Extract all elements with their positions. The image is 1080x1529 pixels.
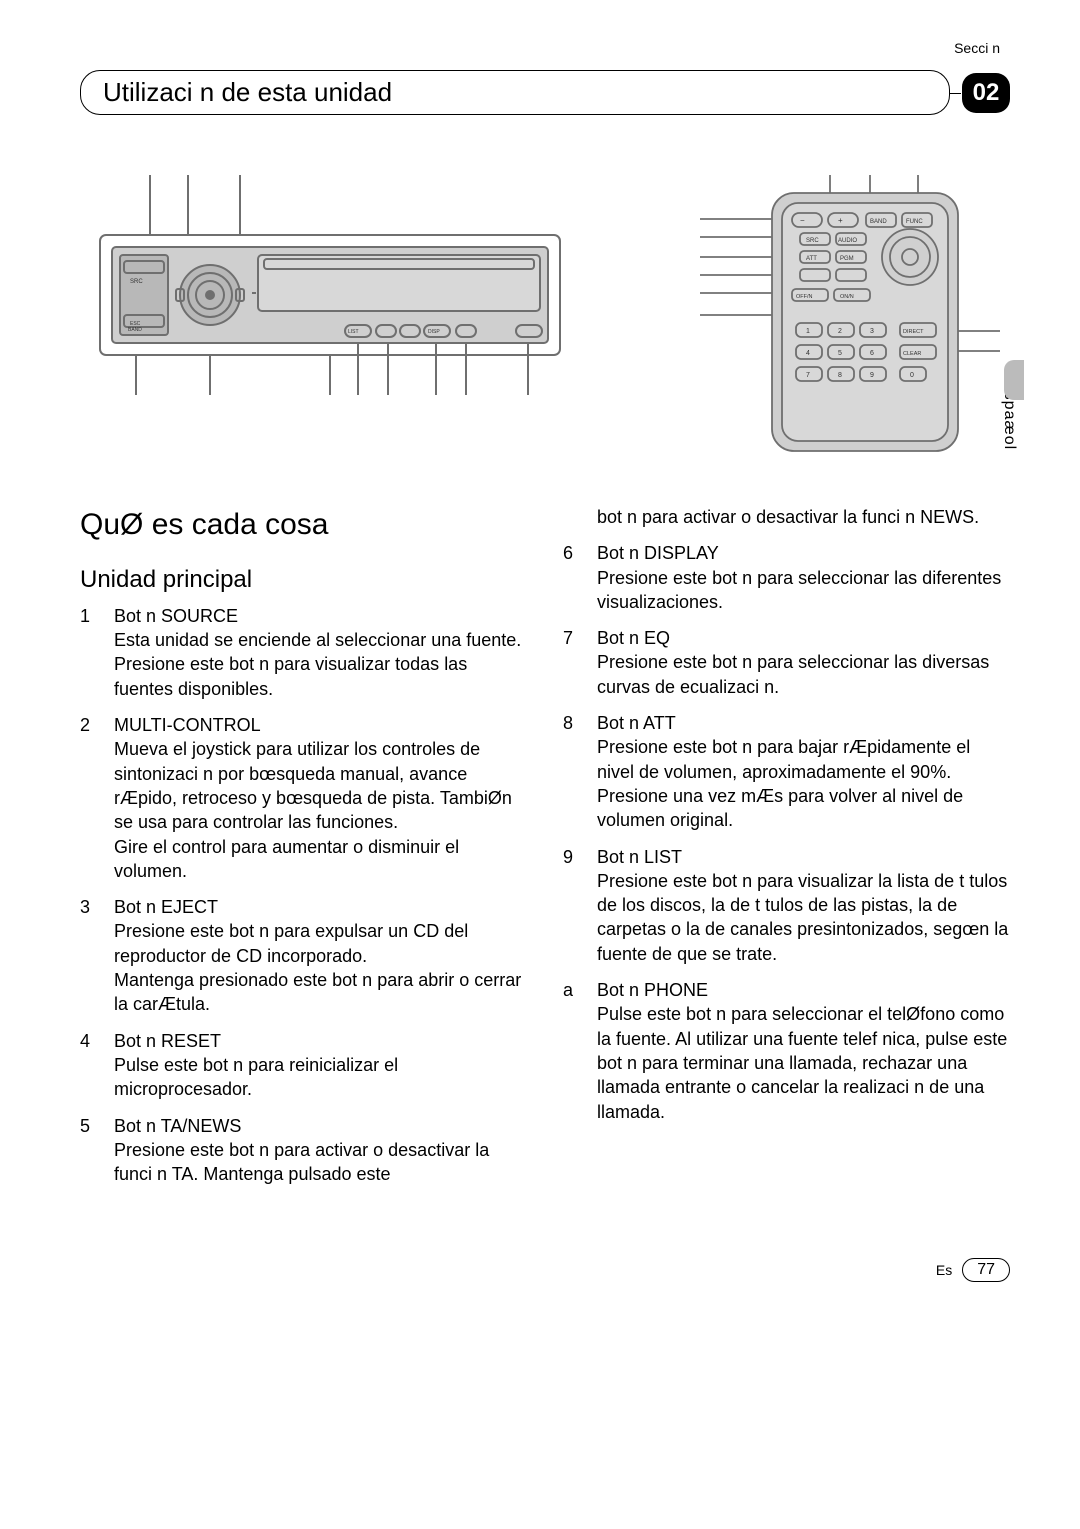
heading-what-is-each: QuØ es cada cosa [80, 505, 527, 546]
svg-text:2: 2 [838, 328, 842, 335]
item-text: Esta unidad se enciende al seleccionar u… [114, 628, 527, 701]
item-title: Bot n EJECT [114, 895, 527, 919]
svg-text:3: 3 [870, 328, 874, 335]
item-body: Bot n LISTPresione este bot n para visua… [597, 845, 1010, 966]
section-label: Secci n [954, 40, 1000, 56]
list-item: 4Bot n RESETPulse este bot n para reinic… [80, 1029, 527, 1102]
list-item: 7Bot n EQPresione este bot n para selecc… [563, 626, 1010, 699]
item-body: Bot n RESETPulse este bot n para reinici… [114, 1029, 527, 1102]
list-item: 5Bot n TA/NEWSPresione este bot n para a… [80, 1114, 527, 1187]
item-body: Bot n SOURCEEsta unidad se enciende al s… [114, 604, 527, 701]
svg-text:6: 6 [870, 350, 874, 357]
right-intro: bot n para activar o desactivar la funci… [597, 505, 1010, 529]
page-header: Utilizaci n de esta unidad 02 [80, 70, 1010, 115]
list-item: 9Bot n LISTPresione este bot n para visu… [563, 845, 1010, 966]
item-number: 4 [80, 1029, 114, 1102]
svg-text:5: 5 [838, 350, 842, 357]
item-body: Bot n DISPLAYPresione este bot n para se… [597, 541, 1010, 614]
list-item: 3Bot n EJECTPresione este bot n para exp… [80, 895, 527, 1016]
list-item: aBot n PHONEPulse este bot n para selecc… [563, 978, 1010, 1124]
item-title: MULTI-CONTROL [114, 713, 527, 737]
svg-text:FUNC: FUNC [906, 219, 923, 225]
item-number: 1 [80, 604, 114, 701]
svg-text:AUDIO: AUDIO [838, 238, 857, 244]
list-item: 8Bot n ATTPresione este bot n para bajar… [563, 711, 1010, 832]
svg-text:0: 0 [910, 372, 914, 379]
item-number: 3 [80, 895, 114, 1016]
item-number: 6 [563, 541, 597, 614]
svg-text:LIST: LIST [348, 329, 359, 335]
item-text: Pulse este bot n para seleccionar el tel… [597, 1002, 1010, 1123]
item-text: Presione este bot n para seleccionar las… [597, 566, 1010, 615]
left-column: QuØ es cada cosa Unidad principal 1Bot n… [80, 505, 527, 1198]
head-unit-diagram: SRC ESC BAND LIST [80, 175, 580, 395]
right-column: bot n para activar o desactivar la funci… [563, 505, 1010, 1198]
item-title: Bot n TA/NEWS [114, 1114, 527, 1138]
item-text: Presione este bot n para bajar rÆpidamen… [597, 735, 1010, 832]
language-tab: Espaæol [1000, 380, 1018, 450]
item-title: Bot n LIST [597, 845, 1010, 869]
svg-text:BAND: BAND [128, 327, 142, 333]
remote-diagram: − + BAND FUNC SRC AUDIO ATT PGM [700, 175, 1010, 465]
item-title: Bot n ATT [597, 711, 1010, 735]
svg-text:SRC: SRC [130, 279, 143, 285]
item-text: Presione este bot n para visualizar la l… [597, 869, 1010, 966]
item-number: 2 [80, 713, 114, 883]
page-footer: Es 77 [80, 1258, 1010, 1282]
item-body: Bot n TA/NEWSPresione este bot n para ac… [114, 1114, 527, 1187]
svg-text:OFF/N: OFF/N [796, 294, 813, 300]
item-text: Presione este bot n para expulsar un CD … [114, 919, 527, 968]
diagrams-row: SRC ESC BAND LIST [80, 175, 1010, 465]
page-title: Utilizaci n de esta unidad [80, 70, 950, 115]
footer-lang: Es [936, 1262, 952, 1278]
svg-text:PGM: PGM [840, 256, 854, 262]
item-text: Mueva el joystick para utilizar los cont… [114, 737, 527, 834]
item-number: 9 [563, 845, 597, 966]
svg-text:ON/N: ON/N [840, 294, 854, 300]
svg-text:CLEAR: CLEAR [903, 351, 921, 357]
svg-text:9: 9 [870, 372, 874, 379]
item-number: 8 [563, 711, 597, 832]
svg-text:4: 4 [806, 350, 810, 357]
svg-text:DISP: DISP [428, 329, 440, 335]
item-number: 7 [563, 626, 597, 699]
item-text: Presione este bot n para activar o desac… [114, 1138, 527, 1187]
svg-text:+: + [838, 216, 843, 225]
svg-text:7: 7 [806, 372, 810, 379]
item-number: a [563, 978, 597, 1124]
item-title: Bot n SOURCE [114, 604, 527, 628]
item-title: Bot n DISPLAY [597, 541, 1010, 565]
item-body: Bot n EJECTPresione este bot n para expu… [114, 895, 527, 1016]
svg-text:−: − [800, 216, 805, 225]
item-title: Bot n RESET [114, 1029, 527, 1053]
item-number: 5 [80, 1114, 114, 1187]
item-text: Mantenga presionado este bot n para abri… [114, 968, 527, 1017]
item-title: Bot n EQ [597, 626, 1010, 650]
list-item: 2MULTI-CONTROLMueva el joystick para uti… [80, 713, 527, 883]
svg-text:SRC: SRC [806, 238, 819, 244]
heading-main-unit: Unidad principal [80, 564, 527, 596]
svg-text:1: 1 [806, 328, 810, 335]
item-body: MULTI-CONTROLMueva el joystick para util… [114, 713, 527, 883]
svg-text:DIRECT: DIRECT [903, 329, 924, 335]
item-text: Pulse este bot n para reinicializar el m… [114, 1053, 527, 1102]
item-body: Bot n PHONEPulse este bot n para selecci… [597, 978, 1010, 1124]
item-body: Bot n EQPresione este bot n para selecci… [597, 626, 1010, 699]
svg-text:8: 8 [838, 372, 842, 379]
list-item: 6Bot n DISPLAYPresione este bot n para s… [563, 541, 1010, 614]
item-text: Presione este bot n para seleccionar las… [597, 650, 1010, 699]
footer-page-number: 77 [962, 1258, 1010, 1282]
item-title: Bot n PHONE [597, 978, 1010, 1002]
item-text: Gire el control para aumentar o disminui… [114, 835, 527, 884]
item-body: Bot n ATTPresione este bot n para bajar … [597, 711, 1010, 832]
section-badge: 02 [962, 73, 1010, 113]
list-item: 1Bot n SOURCEEsta unidad se enciende al … [80, 604, 527, 701]
svg-text:ATT: ATT [806, 256, 817, 262]
svg-text:BAND: BAND [870, 219, 887, 225]
